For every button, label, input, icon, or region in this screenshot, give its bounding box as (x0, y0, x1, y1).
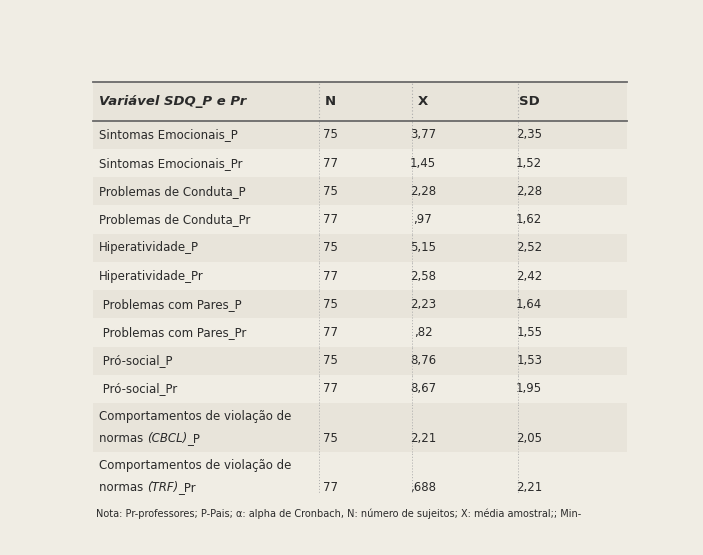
Text: 2,28: 2,28 (516, 185, 542, 198)
Text: SD: SD (519, 95, 540, 108)
Text: 2,58: 2,58 (410, 270, 436, 282)
Text: ,688: ,688 (410, 481, 436, 495)
Text: _P: _P (187, 432, 200, 445)
Text: 75: 75 (323, 432, 337, 445)
Text: 77: 77 (323, 382, 338, 395)
Text: 77: 77 (323, 213, 338, 226)
Text: Variável SDQ_P e Pr: Variável SDQ_P e Pr (98, 95, 246, 108)
Text: normas: normas (98, 432, 147, 445)
Text: ,82: ,82 (413, 326, 432, 339)
Text: 1,45: 1,45 (410, 157, 436, 170)
Text: normas: normas (98, 481, 147, 495)
Text: Pró-social_P: Pró-social_P (98, 354, 172, 367)
Text: Hiperatividade_Pr: Hiperatividade_Pr (98, 270, 204, 282)
Text: 1,52: 1,52 (516, 157, 542, 170)
Bar (93, 403, 627, 452)
Text: 77: 77 (323, 481, 338, 495)
Text: 75: 75 (323, 128, 337, 142)
Text: X: X (418, 95, 428, 108)
Bar (93, 346, 627, 375)
Text: (CBCL): (CBCL) (147, 432, 187, 445)
Text: Problemas de Conduta_P: Problemas de Conduta_P (98, 185, 245, 198)
Text: Nota: Pr-professores; P-Pais; α: alpha de Cronbach, N: número de sujeitos; X: mé: Nota: Pr-professores; P-Pais; α: alpha d… (96, 509, 581, 519)
Text: Sintomas Emocionais_P: Sintomas Emocionais_P (98, 128, 238, 142)
Text: 3,77: 3,77 (410, 128, 436, 142)
Text: 2,23: 2,23 (410, 297, 436, 311)
Text: 2,21: 2,21 (410, 432, 436, 445)
Text: Comportamentos de violação de: Comportamentos de violação de (98, 410, 291, 423)
Text: 77: 77 (323, 326, 338, 339)
Text: 2,28: 2,28 (410, 185, 436, 198)
Text: _Pr: _Pr (178, 481, 195, 495)
Bar (93, 177, 627, 205)
Text: Problemas com Pares_P: Problemas com Pares_P (98, 297, 241, 311)
Text: Pró-social_Pr: Pró-social_Pr (98, 382, 177, 395)
Text: 1,64: 1,64 (516, 297, 542, 311)
Text: 5,15: 5,15 (410, 241, 436, 254)
Bar (93, 319, 627, 346)
Bar (93, 149, 627, 177)
Text: 1,62: 1,62 (516, 213, 542, 226)
Text: 2,35: 2,35 (516, 128, 542, 142)
Text: 1,55: 1,55 (516, 326, 542, 339)
Text: Sintomas Emocionais_Pr: Sintomas Emocionais_Pr (98, 157, 243, 170)
Text: 2,21: 2,21 (516, 481, 542, 495)
Bar (93, 234, 627, 262)
Bar (93, 121, 627, 149)
Bar (93, 205, 627, 234)
Text: 8,76: 8,76 (410, 354, 436, 367)
Text: 77: 77 (323, 270, 338, 282)
Text: 75: 75 (323, 241, 337, 254)
Text: 77: 77 (323, 157, 338, 170)
Bar (93, 262, 627, 290)
Text: 2,42: 2,42 (516, 270, 542, 282)
Text: (TRF): (TRF) (147, 481, 178, 495)
Text: 1,95: 1,95 (516, 382, 542, 395)
Text: Problemas com Pares_Pr: Problemas com Pares_Pr (98, 326, 246, 339)
Text: 75: 75 (323, 354, 337, 367)
Text: Comportamentos de violação de: Comportamentos de violação de (98, 459, 291, 472)
Bar (93, 290, 627, 319)
Text: 2,05: 2,05 (516, 432, 542, 445)
Text: ,97: ,97 (413, 213, 432, 226)
Text: 8,67: 8,67 (410, 382, 436, 395)
Bar (93, 375, 627, 403)
Text: 75: 75 (323, 185, 337, 198)
Text: 1,53: 1,53 (516, 354, 542, 367)
Text: 2,52: 2,52 (516, 241, 542, 254)
Text: Hiperatividade_P: Hiperatividade_P (98, 241, 199, 254)
Bar (93, 452, 627, 501)
Bar (93, 82, 627, 121)
Text: 75: 75 (323, 297, 337, 311)
Text: Problemas de Conduta_Pr: Problemas de Conduta_Pr (98, 213, 250, 226)
Text: N: N (325, 95, 336, 108)
